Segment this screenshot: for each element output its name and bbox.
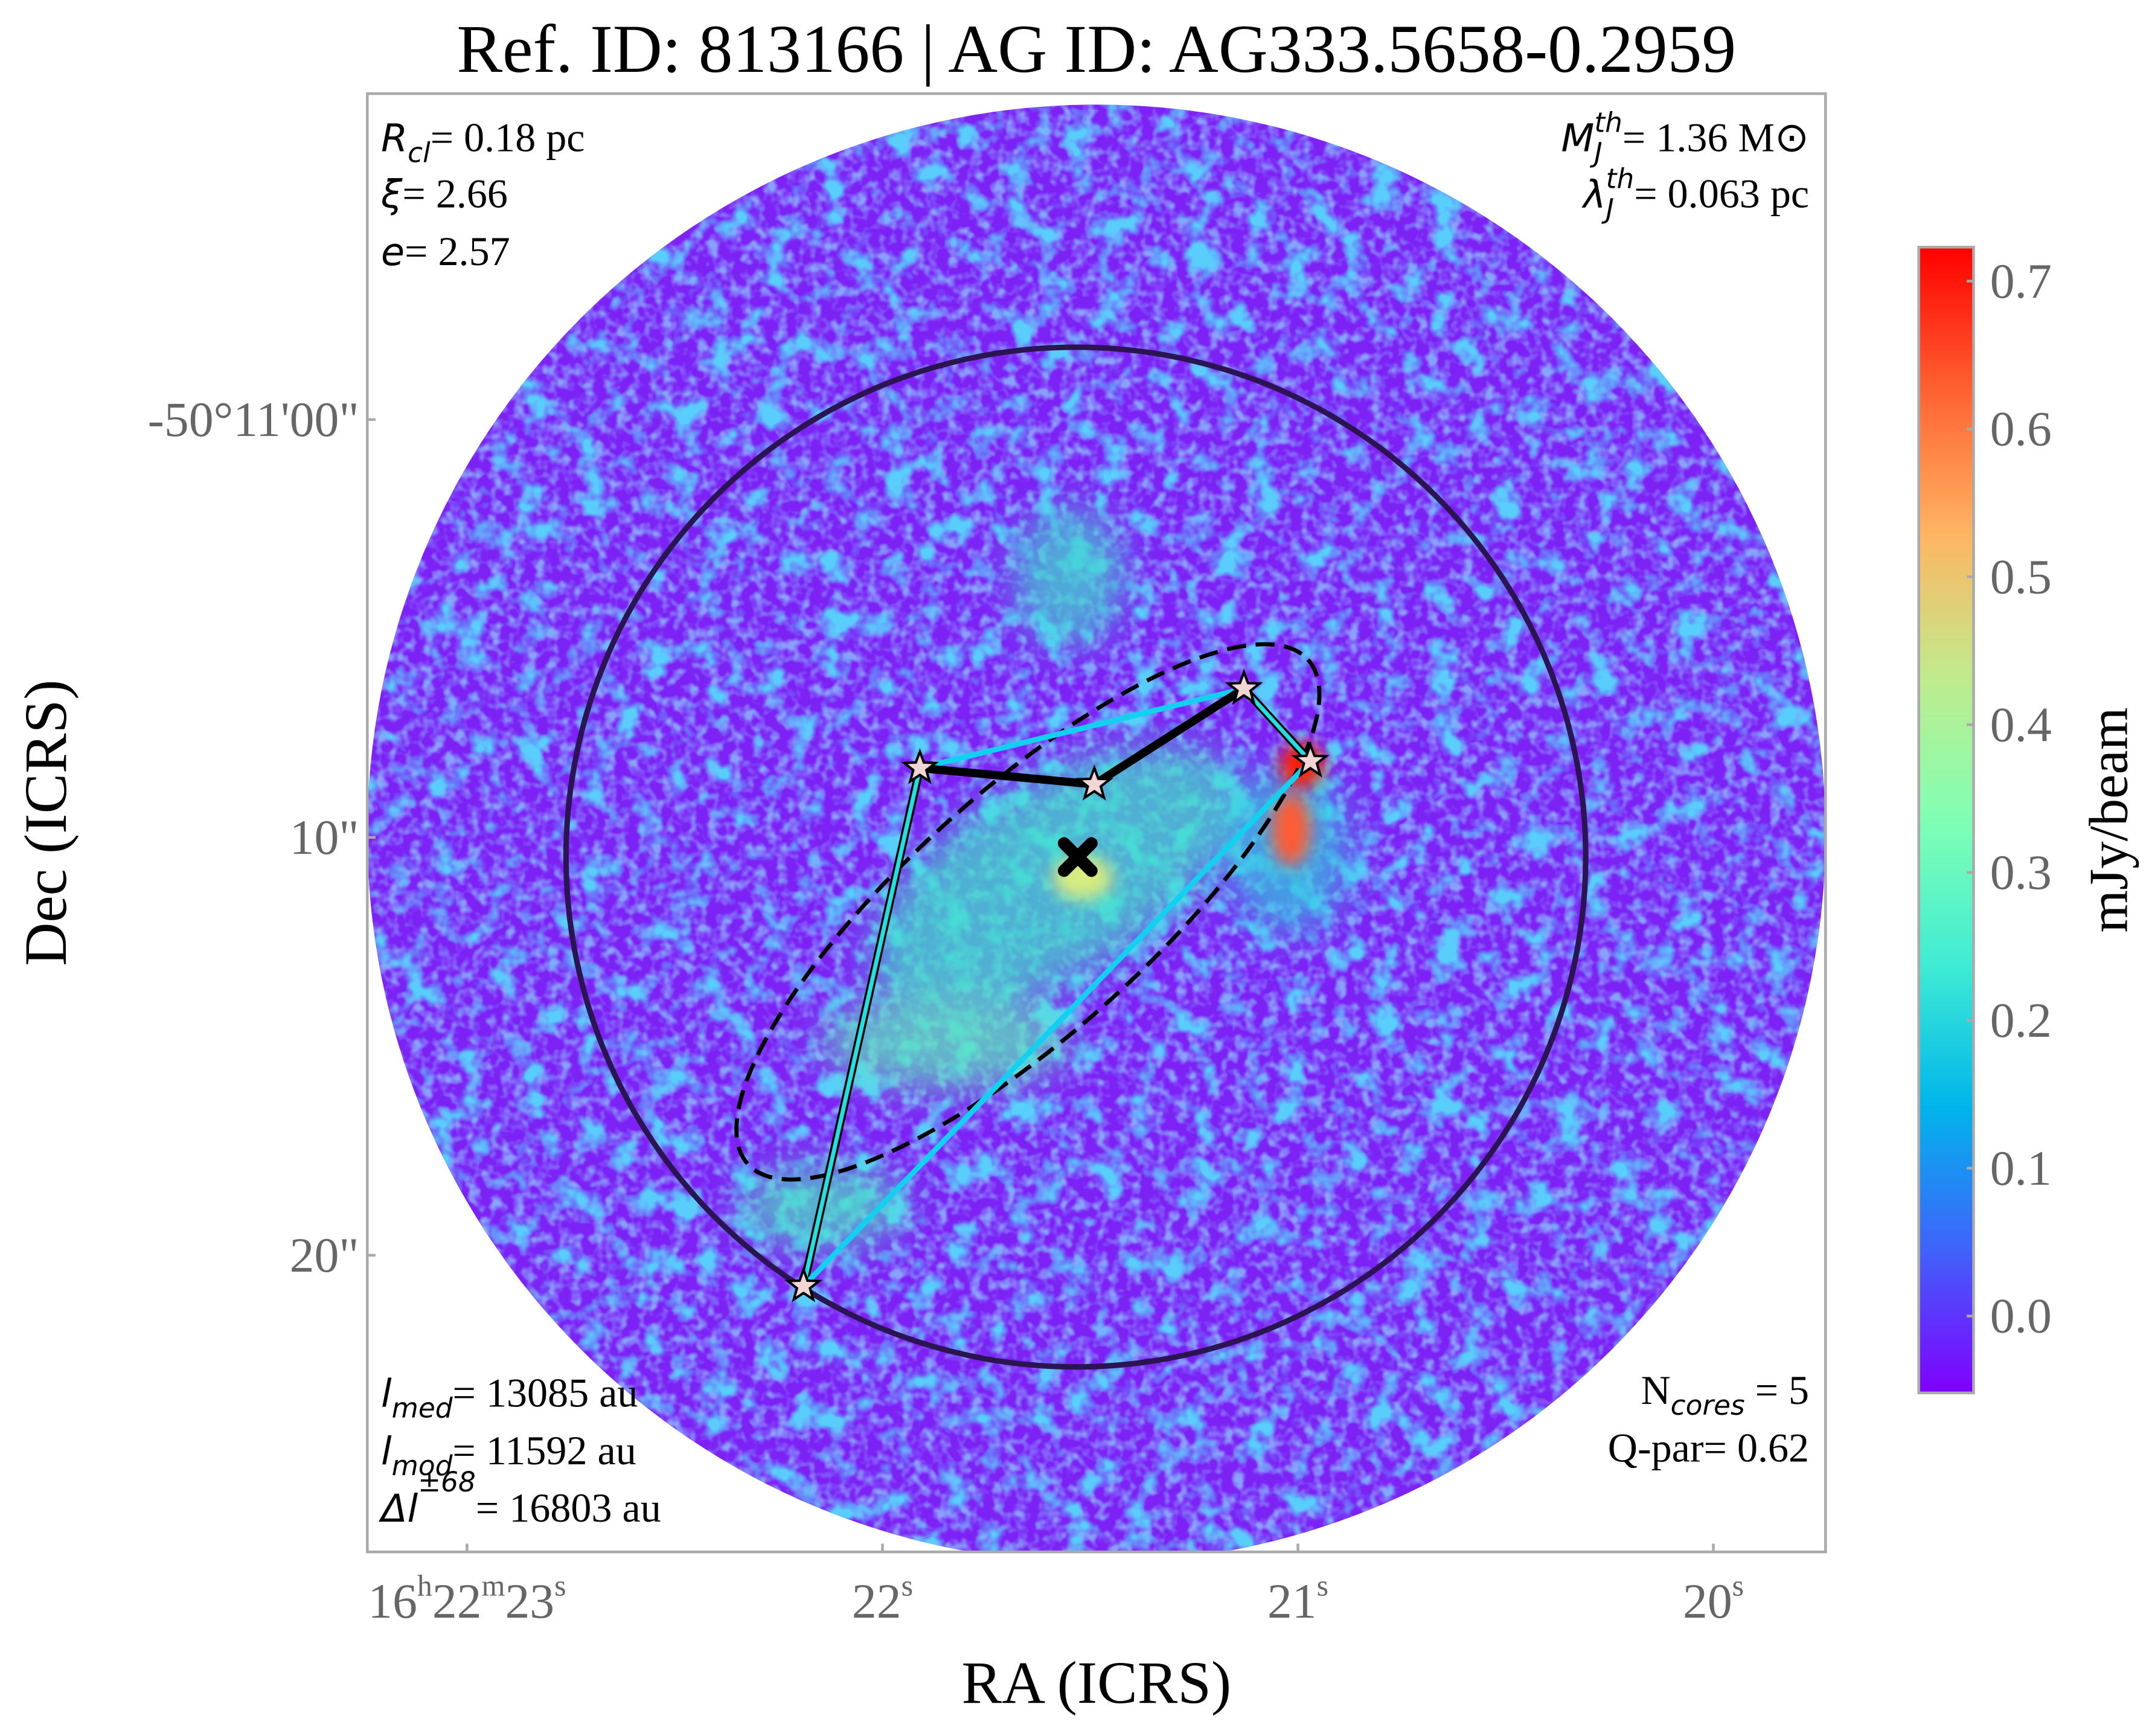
colorbar <box>1917 246 1975 1395</box>
y-tick-label: -50°11'00" <box>148 392 359 447</box>
overlay <box>784 668 1330 1302</box>
annotation-part: med <box>392 1392 453 1424</box>
annotation-part: N <box>1641 1367 1671 1413</box>
colorbar-tick-label: 0.3 <box>1990 845 2052 900</box>
annotation-part: = 5 <box>1745 1367 1809 1413</box>
annotation: λJth= 0.063 pc <box>1581 163 1809 225</box>
annotation-part: Δl <box>379 1486 418 1531</box>
x-axis-label: RA (ICRS) <box>961 1649 1231 1716</box>
mst-edge <box>1092 685 1246 788</box>
fit-ellipse <box>734 642 1322 1182</box>
annotation-part: = 16803 au <box>476 1485 661 1531</box>
colorbar-tick-label: 0.2 <box>1990 993 2052 1048</box>
core-star <box>784 1266 823 1302</box>
mst-edge <box>919 764 1095 789</box>
annotation-part: cl <box>408 137 431 169</box>
annotation-part: = 13085 au <box>453 1370 638 1416</box>
annotation-part: M <box>1561 115 1595 160</box>
mst-edge <box>801 759 1313 1289</box>
annotation-part: R <box>381 115 408 160</box>
annotation: MJth= 1.36 M⊙ <box>1561 107 1810 169</box>
chart-title: Ref. ID: 813166 | AG ID: AG333.5658-0.29… <box>457 11 1737 87</box>
mst-edge <box>1242 687 1312 763</box>
annotation-part: cores <box>1671 1389 1745 1421</box>
mst-edge <box>801 767 922 1287</box>
y-tick-label: 20" <box>290 1228 359 1283</box>
colorbar-tick-label: 0.1 <box>1990 1141 2052 1196</box>
annotation-part: = 2.57 <box>405 228 510 274</box>
annotation-part: Q-par= 0.62 <box>1608 1424 1809 1470</box>
colorbar-label: mJy/beam <box>2078 707 2139 932</box>
annotation-part: th <box>1606 163 1635 195</box>
annotation: Q-par= 0.62 <box>1608 1424 1809 1470</box>
annotation-part: th <box>1594 107 1622 139</box>
plot-frame <box>366 92 1827 1554</box>
colorbar-tick-label: 0.6 <box>1990 402 2052 456</box>
x-tick-label: 16h22m23s <box>368 1569 566 1629</box>
annotation: e= 2.57 <box>381 228 510 274</box>
annotation-part: e <box>381 229 405 274</box>
annotation-part: l <box>381 1371 392 1416</box>
annotation-part: = 2.66 <box>402 170 508 216</box>
clump-circle <box>563 344 1589 1370</box>
annotation-part: ξ <box>380 171 403 216</box>
y-tick-label: 10" <box>290 810 359 865</box>
annotation: Δl±68= 16803 au <box>379 1466 661 1531</box>
mst-edge <box>919 686 1245 771</box>
annotation-part: = 0.063 pc <box>1634 170 1809 216</box>
annotation: Ncores = 5 <box>1641 1367 1810 1421</box>
x-tick-label: 22s <box>852 1569 913 1629</box>
x-tick-label: 20s <box>1683 1569 1744 1629</box>
centroid-marker <box>1057 837 1098 877</box>
annotation: ξ= 2.66 <box>380 170 508 216</box>
map-image <box>367 104 1826 1552</box>
annotation-part: l <box>381 1429 392 1473</box>
annotation-part: = 0.18 pc <box>431 114 585 160</box>
colorbar-tick-label: 0.0 <box>1990 1289 2052 1344</box>
y-axis-label: Dec (ICRS) <box>12 679 79 966</box>
annotation-part: mod <box>392 1450 453 1482</box>
annotation-part: = 1.36 M⊙ <box>1622 114 1809 160</box>
annotation: lmod= 11592 au <box>381 1427 636 1482</box>
annotation: lmed= 13085 au <box>381 1370 638 1424</box>
core-star <box>1225 668 1263 705</box>
core-star <box>1075 764 1113 801</box>
x-tick-label: 21s <box>1267 1569 1328 1629</box>
core-star <box>1291 741 1330 778</box>
annotation: Rcl= 0.18 pc <box>381 114 585 168</box>
annotation-part: = 11592 au <box>452 1427 636 1473</box>
annotation-part: λ <box>1581 171 1606 216</box>
colorbar-tick-label: 0.5 <box>1990 549 2052 604</box>
colorbar-tick-label: 0.4 <box>1990 697 2052 752</box>
colorbar-tick-label: 0.7 <box>1990 254 2052 309</box>
core-star <box>901 748 939 784</box>
annotation-part: ±68 <box>418 1466 476 1498</box>
